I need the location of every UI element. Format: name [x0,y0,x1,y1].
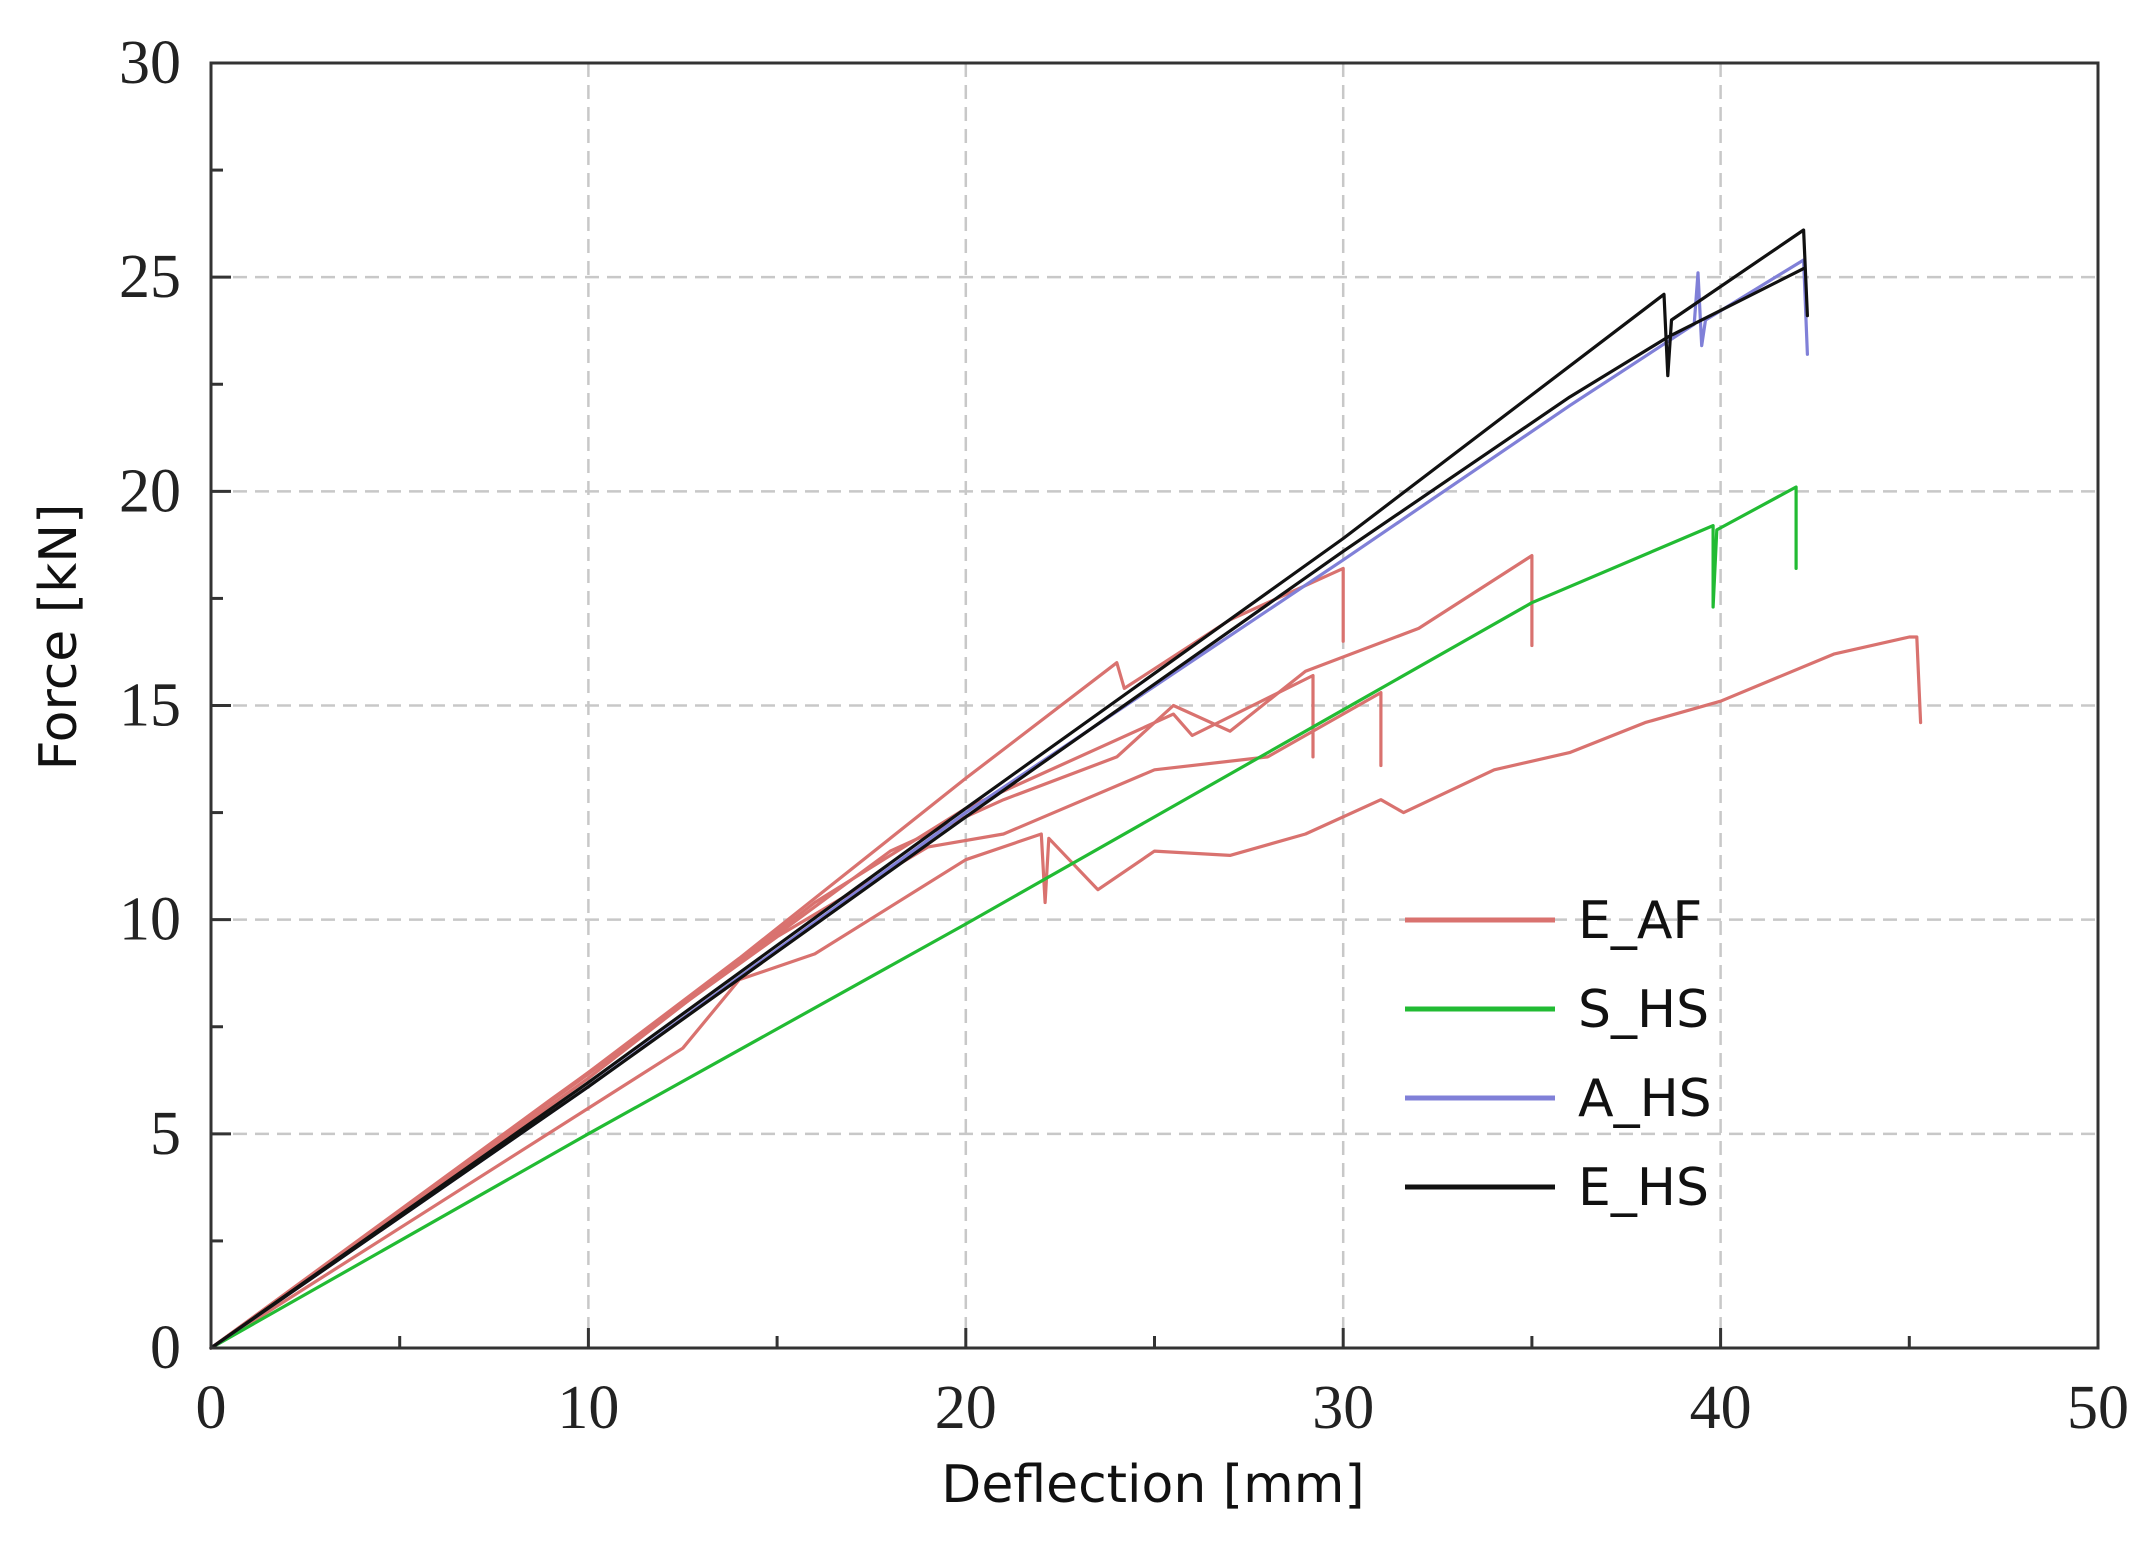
legend-label-s-hs: S_HS [1578,980,1709,1040]
y-tick-label: 25 [119,243,181,311]
legend-label-a-hs: A_HS [1578,1069,1712,1129]
y-tick-label: 20 [119,457,181,525]
axis-ticks [209,61,2100,1350]
y-axis-label: Force [kN] [29,504,89,771]
y-tick-label: 5 [150,1100,181,1168]
series-line-e-hs [209,267,1806,1350]
legend-label-e-hs: E_HS [1578,1158,1709,1218]
y-tick-label: 10 [119,886,181,954]
grid-lines [211,63,2098,1348]
x-tick-label: 10 [557,1374,619,1442]
legend: E_AF S_HS A_HS E_HS [1405,891,1712,1218]
y-tick-label: 30 [119,29,181,97]
x-tick-label: 40 [1690,1374,1752,1442]
x-tick-label: 50 [2067,1374,2129,1442]
y-tick-labels: 0 5 10 15 20 25 30 [119,29,181,1382]
series-line-e-af [209,635,1923,1350]
x-axis-label: Deflection [mm] [941,1455,1364,1515]
x-tick-labels: 0 10 20 30 40 50 [196,1374,2130,1442]
legend-label-e-af: E_AF [1578,891,1702,951]
series-line-e-af [209,554,1534,1350]
series-line-e-af [209,691,1383,1350]
x-tick-label: 0 [196,1374,227,1442]
x-tick-label: 30 [1312,1374,1374,1442]
series-group [209,228,1923,1350]
y-tick-label: 15 [119,672,181,740]
x-tick-label: 20 [935,1374,997,1442]
series-line-s-hs [209,485,1798,1350]
series-line-e-hs [209,228,1809,1350]
y-tick-label: 0 [150,1314,181,1382]
